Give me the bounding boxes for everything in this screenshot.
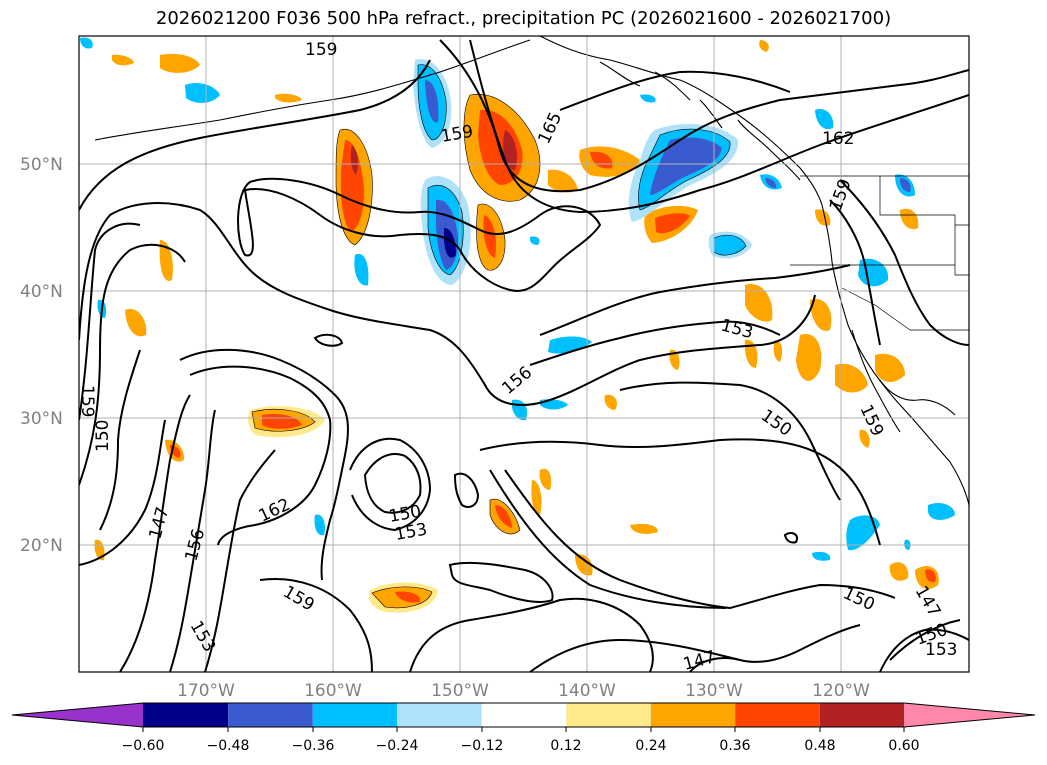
lat-label-50: 50°N: [20, 155, 63, 175]
lon-label-150w: 150°W: [431, 681, 489, 701]
precip-negative-shading: [80, 37, 955, 561]
contour-labels: 159 159 165 162 159 153 156 150 159 150 …: [77, 40, 957, 672]
colorbar-tick-label: −0.12: [461, 738, 504, 754]
colorbar-tick-label: −0.60: [122, 738, 165, 754]
colorbar-tick-label: 0.36: [719, 738, 750, 754]
colorbar-tick-label: 0.24: [635, 738, 666, 754]
colorbar-segment: [312, 703, 398, 727]
colorbar-segment: [481, 703, 567, 727]
colorbar-segment: [819, 703, 904, 727]
lon-label-130w: 130°W: [685, 681, 743, 701]
svg-text:159: 159: [305, 40, 337, 60]
colorbar-extend-low: [12, 703, 143, 727]
refractivity-contours: [79, 39, 969, 672]
map-frame: [78, 35, 970, 673]
lon-label-140w: 140°W: [558, 681, 616, 701]
colorbar-tick-label: −0.36: [292, 738, 335, 754]
lon-label-120w: 120°W: [812, 681, 870, 701]
colorbar: −0.60 −0.48 −0.36 −0.24 −0.12 0.12 0.24 …: [11, 702, 1036, 754]
colorbar-tick-label: −0.24: [376, 738, 419, 754]
colorbar-segment: [397, 703, 482, 727]
colorbar-extend-high: [904, 703, 1035, 727]
colorbar-segment: [735, 703, 820, 727]
svg-text:162: 162: [822, 129, 854, 149]
colorbar-segment: [566, 703, 651, 727]
colorbar-segment: [650, 703, 736, 727]
lat-label-20: 20°N: [20, 536, 63, 556]
political-borders: [790, 175, 969, 331]
svg-text:159: 159: [77, 385, 97, 417]
colorbar-tick-label: 0.48: [804, 738, 835, 754]
map-area: 159 159 165 162 159 153 156 150 159 150 …: [77, 36, 969, 672]
lat-label-30: 30°N: [20, 409, 63, 429]
longitude-labels: 170°W 160°W 150°W 140°W 130°W 120°W: [177, 681, 870, 701]
svg-text:153: 153: [925, 640, 957, 660]
lon-label-170w: 170°W: [177, 681, 235, 701]
colorbar-segment: [228, 703, 313, 727]
colorbar-tick-label: −0.48: [207, 738, 250, 754]
latitude-labels: 50°N 40°N 30°N 20°N: [20, 155, 63, 556]
colorbar-tick-label: 0.60: [888, 738, 919, 754]
colorbar-tick-label: 0.12: [550, 738, 581, 754]
map-title: 2026021200 F036 500 hPa refract., precip…: [155, 8, 892, 29]
lat-label-40: 40°N: [20, 282, 63, 302]
precip-positive-shading: [94, 40, 939, 613]
colorbar-segment: [143, 703, 229, 727]
lon-label-160w: 160°W: [304, 681, 362, 701]
svg-text:150: 150: [93, 420, 113, 452]
gridlines: [79, 36, 969, 672]
